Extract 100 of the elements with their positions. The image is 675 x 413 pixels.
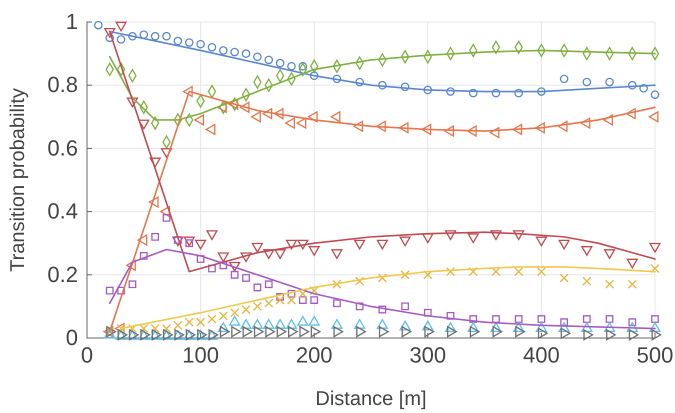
point [490,322,502,332]
point [606,315,614,323]
point [536,267,546,276]
point [254,284,262,292]
point [230,308,240,318]
point [264,56,274,64]
point [184,38,194,47]
point [558,322,570,332]
point [649,322,661,332]
point [297,316,308,326]
point [422,320,434,330]
point [264,298,274,308]
point [296,118,306,129]
point [512,124,522,136]
point [378,273,387,283]
point [253,52,262,62]
point [398,122,409,134]
point [242,274,250,282]
point [298,296,307,304]
point [376,319,388,329]
point [535,122,545,134]
point [160,206,170,218]
point [116,22,127,32]
point [628,280,637,289]
point [139,324,148,334]
point [208,264,216,272]
point [230,48,239,56]
point [333,299,341,308]
point [378,80,387,90]
point [241,304,251,314]
point [308,111,318,122]
x-tick-label: 200 [296,342,333,368]
y-tick-label: 0.8 [47,72,78,98]
point [308,316,320,326]
point [251,111,261,122]
point [424,308,432,317]
point [254,326,264,338]
point [207,314,217,324]
point [162,214,170,222]
point [491,267,501,276]
point [252,302,262,311]
point [174,36,182,46]
point [582,315,591,323]
point [492,326,502,338]
point [287,62,296,71]
point [355,78,364,86]
point [162,32,171,41]
point [298,289,308,298]
point [264,280,273,288]
point [423,270,432,280]
point [276,293,284,301]
point [353,120,364,132]
point [514,88,523,98]
y-axis-title: Transition probability [7,88,29,272]
point [104,28,116,38]
point [116,35,126,44]
point [128,324,138,334]
point [468,322,479,332]
point [376,120,386,132]
point [492,315,500,323]
point [514,267,524,276]
point [537,87,546,96]
point [401,302,409,310]
point [139,30,148,39]
point [196,255,204,263]
point [492,88,500,98]
point [276,296,285,305]
point [446,312,454,320]
point [628,318,636,326]
point [356,302,364,310]
point [150,324,160,334]
point [513,322,524,332]
point [240,102,250,113]
point [162,324,172,334]
point [231,326,242,338]
x-tick-label: 500 [636,342,674,368]
point [299,326,310,338]
point [626,322,638,332]
point [252,319,263,329]
point [604,280,614,289]
point [466,125,477,137]
point [626,108,636,120]
y-tick-label: 0.6 [47,135,78,160]
point [605,78,614,86]
point [286,296,296,305]
point [582,276,592,286]
point [402,326,412,338]
point [648,111,658,122]
point [276,58,284,68]
point [355,276,364,286]
point [286,319,298,329]
point [274,108,284,120]
point [150,32,160,41]
point [219,46,228,55]
point [288,326,298,338]
point [421,124,432,136]
point [218,311,228,320]
point [581,322,592,332]
point [444,125,454,137]
point [446,87,455,96]
